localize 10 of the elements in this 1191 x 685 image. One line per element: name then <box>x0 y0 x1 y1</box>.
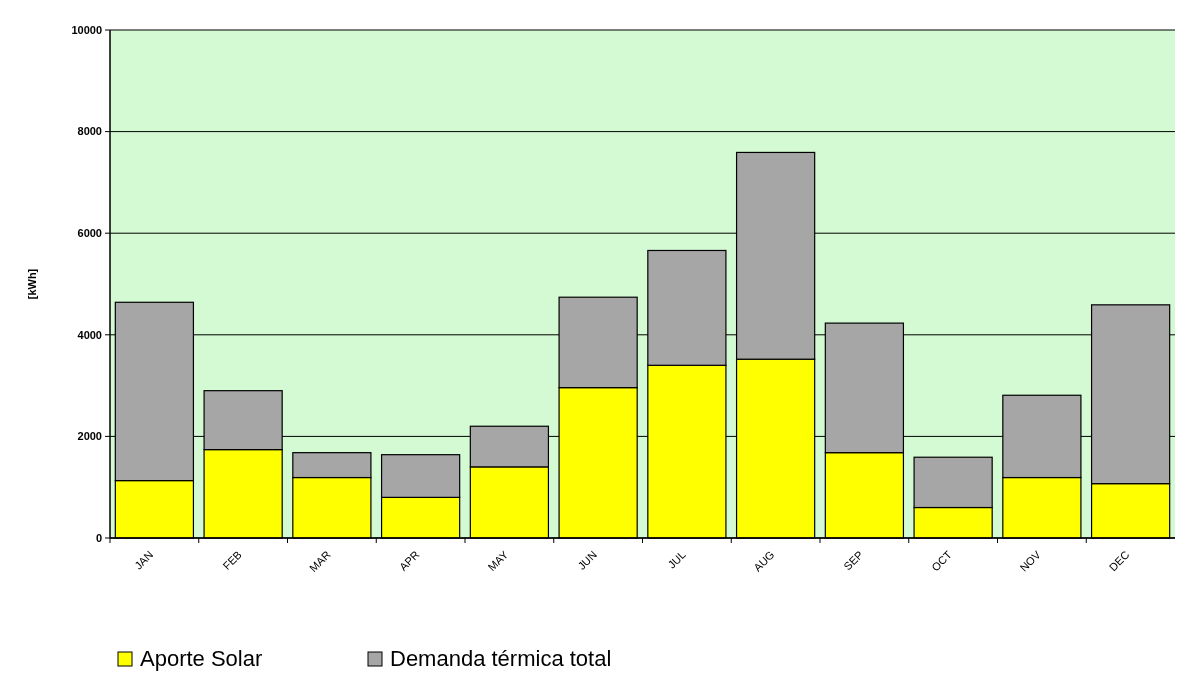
legend-label: Aporte Solar <box>140 646 263 671</box>
y-tick-label: 4000 <box>77 328 102 341</box>
legend-label: Demanda térmica total <box>390 646 612 671</box>
y-axis-title: [kWh] <box>26 268 38 300</box>
y-tick-label: 6000 <box>77 227 102 240</box>
y-tick-label: 0 <box>95 531 102 544</box>
x-tick-label: JUL <box>665 548 688 571</box>
y-tick-label: 10000 <box>71 23 102 36</box>
y-tick-label: 8000 <box>77 125 102 138</box>
y-tick-label: 2000 <box>77 430 102 443</box>
